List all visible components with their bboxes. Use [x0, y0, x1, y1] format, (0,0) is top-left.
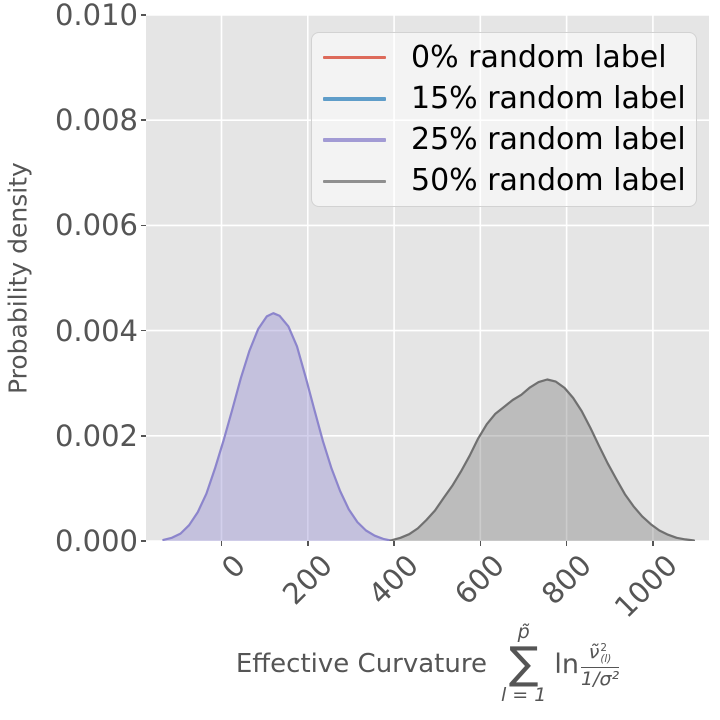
x-tick-mark: [565, 541, 568, 546]
legend-line-swatch: [323, 138, 386, 142]
y-tick-label: 0.008: [54, 103, 138, 138]
y-tick-label: 0.004: [54, 313, 138, 348]
x-tick-mark: [393, 541, 395, 546]
density-curve: [389, 378, 696, 541]
fraction-bar: [580, 666, 620, 669]
summation-upper-limit: p̃: [517, 621, 530, 644]
legend-line-swatch: [323, 179, 386, 184]
x-tick-mark: [307, 541, 309, 546]
x-tick-label: 800: [534, 548, 598, 612]
legend-label: 0% random label: [411, 39, 667, 75]
y-axis-label: Probability density: [3, 162, 33, 394]
x-axis-label-text: Effective Curvature: [235, 649, 487, 679]
density-fill: [163, 313, 391, 541]
legend-item-25pct: 25% random label: [312, 120, 696, 160]
x-axis-label: Effective Curvature p̃ ∑ l = 1 ln ν̃ 2 (l…: [146, 610, 709, 718]
numerator-scripts: 2 (l): [600, 641, 612, 665]
y-tick-mark: [140, 435, 146, 437]
legend-label: 15% random label: [411, 80, 686, 116]
legend-line-swatch: [323, 55, 386, 60]
x-tick-mark: [220, 541, 223, 546]
fraction: ν̃ 2 (l) 1/σ²: [580, 640, 620, 691]
legend-item-50pct: 50% random label: [312, 161, 696, 201]
y-tick-mark: [140, 540, 146, 542]
y-tick-mark: [140, 224, 146, 227]
sigma-sum-glyph: ∑: [508, 638, 539, 690]
y-tick-mark: [140, 119, 146, 121]
legend: 0% random label 15% random label 25% ran…: [311, 32, 697, 207]
legend-item-15pct: 15% random label: [312, 79, 696, 119]
legend-label: 50% random label: [411, 163, 686, 199]
y-tick-mark: [140, 329, 146, 332]
fraction-denominator: 1/σ²: [580, 668, 620, 691]
y-tick-label: 0.010: [54, 0, 138, 32]
x-tick-label: 200: [275, 548, 339, 612]
legend-label: 25% random label: [411, 122, 686, 158]
x-tick-label: 0: [215, 548, 253, 586]
y-tick-label: 0.006: [54, 208, 138, 243]
fraction-numerator: ν̃ 2 (l): [587, 640, 614, 665]
legend-line-swatch: [323, 97, 386, 101]
summation-lower-limit: l = 1: [500, 683, 547, 706]
density-fill: [390, 379, 694, 541]
summation-symbol: p̃ ∑ l = 1: [501, 623, 546, 705]
x-tick-mark: [652, 541, 654, 546]
x-tick-mark: [479, 541, 482, 546]
y-tick-label: 0.000: [54, 524, 138, 558]
x-tick-label: 600: [448, 548, 512, 612]
density-curve: [162, 312, 392, 541]
y-tick-mark: [140, 14, 146, 16]
y-tick-label: 0.002: [54, 418, 138, 453]
legend-item-0pct: 0% random label: [312, 38, 696, 78]
ln-operator: ln: [554, 648, 579, 680]
x-tick-label: 400: [361, 548, 426, 612]
nu-tilde: ν̃: [588, 640, 600, 663]
